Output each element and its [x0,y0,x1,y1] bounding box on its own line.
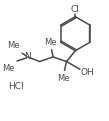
Text: Me: Me [3,64,15,73]
Text: OH: OH [81,68,95,77]
Text: N: N [25,52,31,61]
Text: Me: Me [57,74,70,83]
Text: Cl: Cl [71,5,80,15]
Text: HCl: HCl [8,82,23,91]
Text: Me: Me [44,38,57,47]
Text: Me: Me [8,41,20,50]
